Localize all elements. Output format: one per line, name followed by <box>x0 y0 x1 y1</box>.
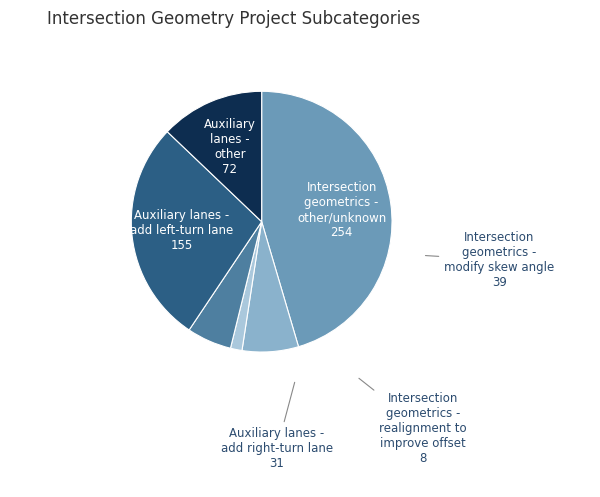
Text: Auxiliary lanes -
add right-turn lane
31: Auxiliary lanes - add right-turn lane 31 <box>221 382 333 470</box>
Text: Auxiliary
lanes -
other
72: Auxiliary lanes - other 72 <box>204 118 256 176</box>
Text: Auxiliary lanes -
add left-turn lane
155: Auxiliary lanes - add left-turn lane 155 <box>130 209 233 252</box>
Text: Intersection
geometrics -
modify skew angle
39: Intersection geometrics - modify skew an… <box>425 231 554 289</box>
Wedge shape <box>262 91 392 347</box>
Wedge shape <box>242 222 299 352</box>
Wedge shape <box>189 222 262 348</box>
Wedge shape <box>167 91 262 222</box>
Wedge shape <box>230 222 262 350</box>
Wedge shape <box>131 132 262 330</box>
Text: Intersection Geometry Project Subcategories: Intersection Geometry Project Subcategor… <box>47 10 420 28</box>
Text: Intersection
geometrics -
realignment to
improve offset
8: Intersection geometrics - realignment to… <box>359 378 467 465</box>
Text: Intersection
geometrics -
other/unknown
254: Intersection geometrics - other/unknown … <box>297 181 386 239</box>
